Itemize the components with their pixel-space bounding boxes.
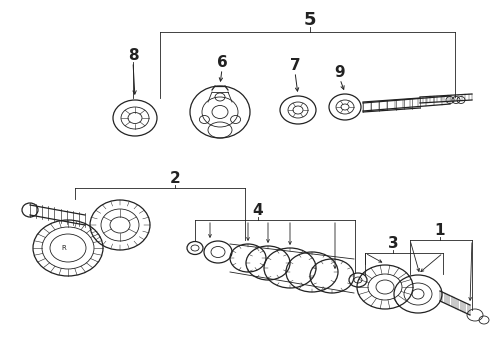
Text: 4: 4 <box>253 202 263 217</box>
Text: 1: 1 <box>435 222 445 238</box>
Text: 2: 2 <box>170 171 180 185</box>
Text: 3: 3 <box>388 235 398 251</box>
Text: 6: 6 <box>217 54 227 69</box>
Text: 9: 9 <box>335 64 345 80</box>
Text: 5: 5 <box>304 11 316 29</box>
Text: R: R <box>62 245 66 251</box>
Text: 8: 8 <box>128 48 138 63</box>
Text: 7: 7 <box>290 58 300 72</box>
